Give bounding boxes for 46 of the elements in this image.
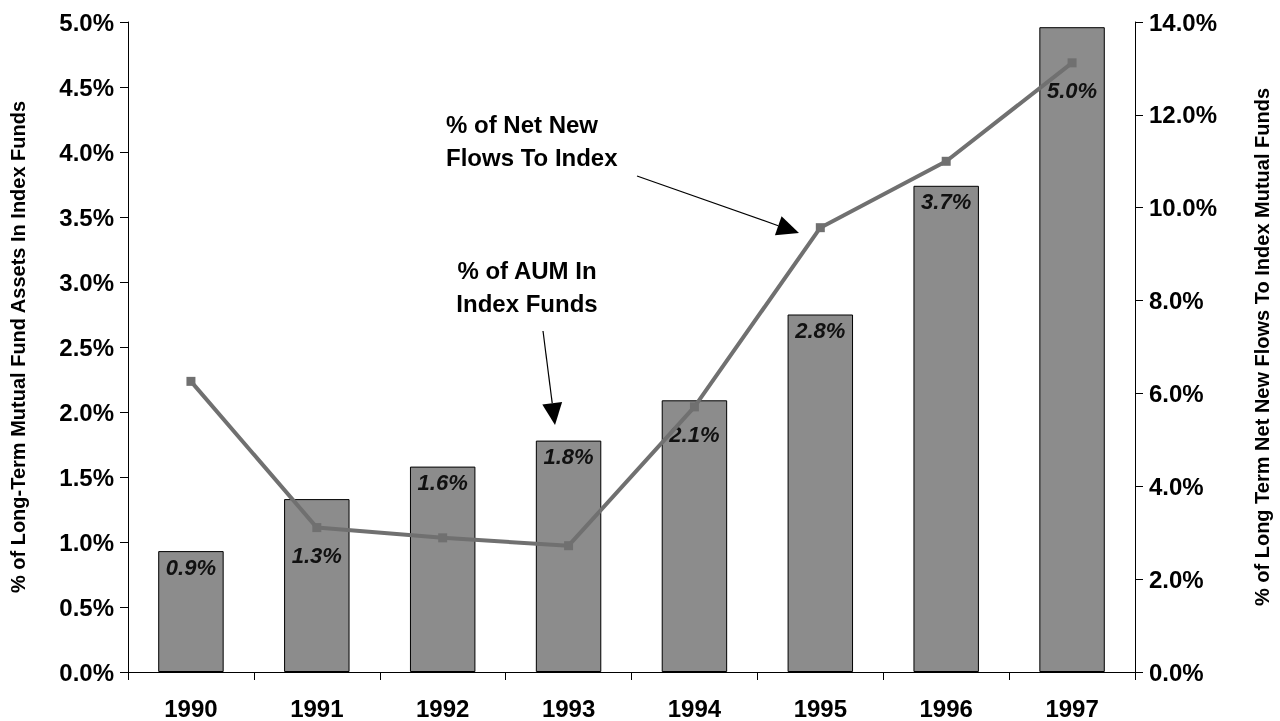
y-tick-label: 0.0% <box>59 658 114 686</box>
y-tick-label: 1.5% <box>59 463 114 491</box>
y2-tick-label: 14.0% <box>1149 8 1218 36</box>
data-label: 1.3% <box>291 543 342 569</box>
y2-tick-label: 0.0% <box>1149 658 1204 686</box>
point <box>1067 58 1077 68</box>
data-label: 1.6% <box>417 470 468 496</box>
data-label: 3.7% <box>921 189 972 215</box>
point <box>689 402 699 412</box>
point <box>312 523 322 533</box>
y2-tick-label: 10.0% <box>1149 194 1218 222</box>
point <box>815 223 825 233</box>
x-tick-label: 1990 <box>164 694 218 721</box>
y-tick-label: 4.0% <box>59 138 114 166</box>
y-tick-label: 3.0% <box>59 268 114 296</box>
y2-tick-label: 2.0% <box>1149 565 1204 593</box>
y-axis-title: % of Long-Term Mutual Fund Assets In Index Funds <box>7 100 29 594</box>
data-label: 2.8% <box>794 318 846 343</box>
y-tick-label: 0.5% <box>59 593 114 621</box>
y2-tick-label: 8.0% <box>1149 287 1204 315</box>
data-label: 0.9% <box>165 554 217 580</box>
y-tick-label: 2.0% <box>59 398 114 426</box>
point <box>564 541 574 551</box>
x-tick-label: 1996 <box>919 694 973 721</box>
data-label: 5.0% <box>1046 78 1098 104</box>
y-tick-label: 2.5% <box>59 333 114 361</box>
annotation: % of AUM In Index Funds <box>455 256 599 319</box>
y2-tick-label: 12.0% <box>1149 101 1218 129</box>
x-tick-label: 1992 <box>415 694 470 721</box>
y-tick-label: 1.0% <box>59 528 114 556</box>
y2-tick-label: 4.0% <box>1149 472 1204 500</box>
y-tick-label: 5.0% <box>59 8 114 36</box>
x-tick-label: 1993 <box>541 694 596 721</box>
annotation: % of Net New Flows To Index <box>446 110 619 173</box>
y-tick-label: 3.5% <box>59 203 114 231</box>
x-tick-label: 1994 <box>667 694 722 721</box>
data-label: 1.8% <box>543 444 594 470</box>
point <box>186 376 196 386</box>
y2-tick-label: 6.0% <box>1149 379 1204 407</box>
x-tick-label: 1991 <box>290 694 344 721</box>
y2-axis-title: % of Long Term Net New Flows To Index Mutual Funds <box>1251 87 1273 607</box>
y-tick-label: 4.5% <box>59 73 114 101</box>
point <box>438 533 448 543</box>
point <box>941 156 951 166</box>
x-tick-label: 1995 <box>793 694 848 721</box>
x-tick-label: 1997 <box>1045 694 1099 721</box>
